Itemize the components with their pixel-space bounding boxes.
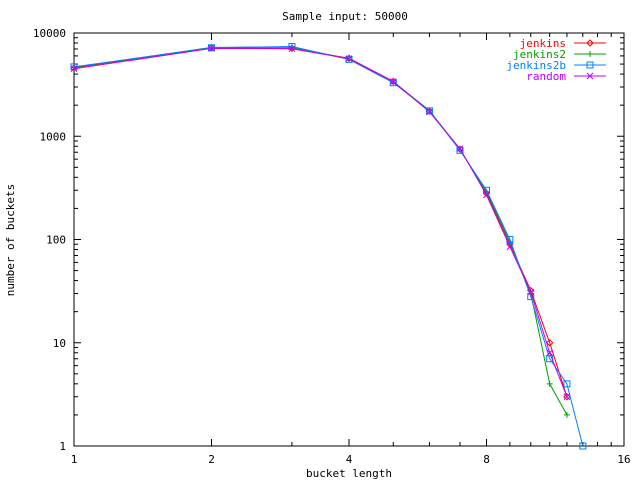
series-line-random [73, 47, 568, 397]
series-layer [70, 43, 587, 450]
legend-marker-jenkins2b [586, 61, 594, 69]
data-point-jenkins2 [546, 380, 553, 387]
legend-label-jenkins2b: jenkins2b [506, 59, 566, 72]
x-tick-label: 2 [208, 453, 215, 466]
x-tick-label: 16 [617, 453, 630, 466]
chart-title: Sample input: 50000 [282, 10, 408, 23]
legend-marker-jenkins [586, 39, 594, 47]
legend-label-random: random [526, 70, 566, 83]
data-point-jenkins2b [208, 44, 215, 52]
data-point-jenkins [545, 339, 554, 347]
axis-ticks [73, 32, 625, 447]
series-line-jenkins [73, 47, 568, 397]
data-point-jenkins [563, 393, 571, 401]
y-axis-label: number of buckets [4, 184, 17, 297]
data-point-jenkins2b [563, 380, 571, 388]
x-tick-label: 1 [71, 453, 78, 466]
data-point-jenkins2b [70, 63, 78, 71]
series-random [70, 45, 571, 401]
series-line-jenkins2 [73, 46, 568, 416]
data-point-random [426, 108, 433, 116]
legend-marker-jenkins2 [587, 51, 593, 57]
data-point-jenkins2b [527, 293, 535, 301]
x-axis-tick-labels: 1 2 4 8 16 [71, 453, 631, 466]
data-point-random [345, 55, 353, 62]
data-point-jenkins2b [579, 442, 587, 450]
legend-label-jenkins: jenkins [520, 37, 566, 50]
y-axis-tick-labels: 1 10 100 1000 10000 [33, 27, 66, 453]
data-point-random [70, 65, 78, 73]
y-tick-label: 10000 [33, 27, 66, 40]
data-point-jenkins2b [425, 107, 433, 115]
legend-marker-random [586, 72, 594, 80]
y-tick-label: 100 [46, 234, 66, 247]
y-tick-label: 1 [59, 440, 66, 453]
legend-label-jenkins2: jenkins2 [513, 48, 566, 61]
data-point-jenkins2b [546, 355, 554, 363]
data-point-random [563, 393, 571, 401]
y-tick-label: 1000 [40, 130, 67, 143]
data-point-random [483, 191, 490, 199]
data-point-random [546, 349, 554, 357]
data-point-jenkins2b [345, 55, 353, 63]
data-point-random [208, 45, 215, 52]
data-point-random [389, 78, 397, 85]
data-point-jenkins2 [563, 411, 570, 418]
data-point-jenkins2b [288, 43, 296, 51]
y-tick-label: 10 [53, 337, 66, 350]
data-point-random [527, 288, 535, 296]
data-point-random [506, 243, 514, 251]
series-jenkins2 [71, 44, 570, 418]
series-jenkins [70, 44, 571, 401]
data-point-jenkins2b [456, 146, 464, 154]
data-point-jenkins2b [389, 79, 397, 87]
data-point-random [456, 145, 464, 152]
data-point-random [288, 45, 296, 53]
x-axis-label: bucket length [306, 467, 392, 480]
x-tick-label: 4 [346, 453, 353, 466]
series-line-jenkins2b [73, 45, 584, 447]
plot-frame [73, 32, 625, 447]
x-tick-label: 8 [483, 453, 490, 466]
